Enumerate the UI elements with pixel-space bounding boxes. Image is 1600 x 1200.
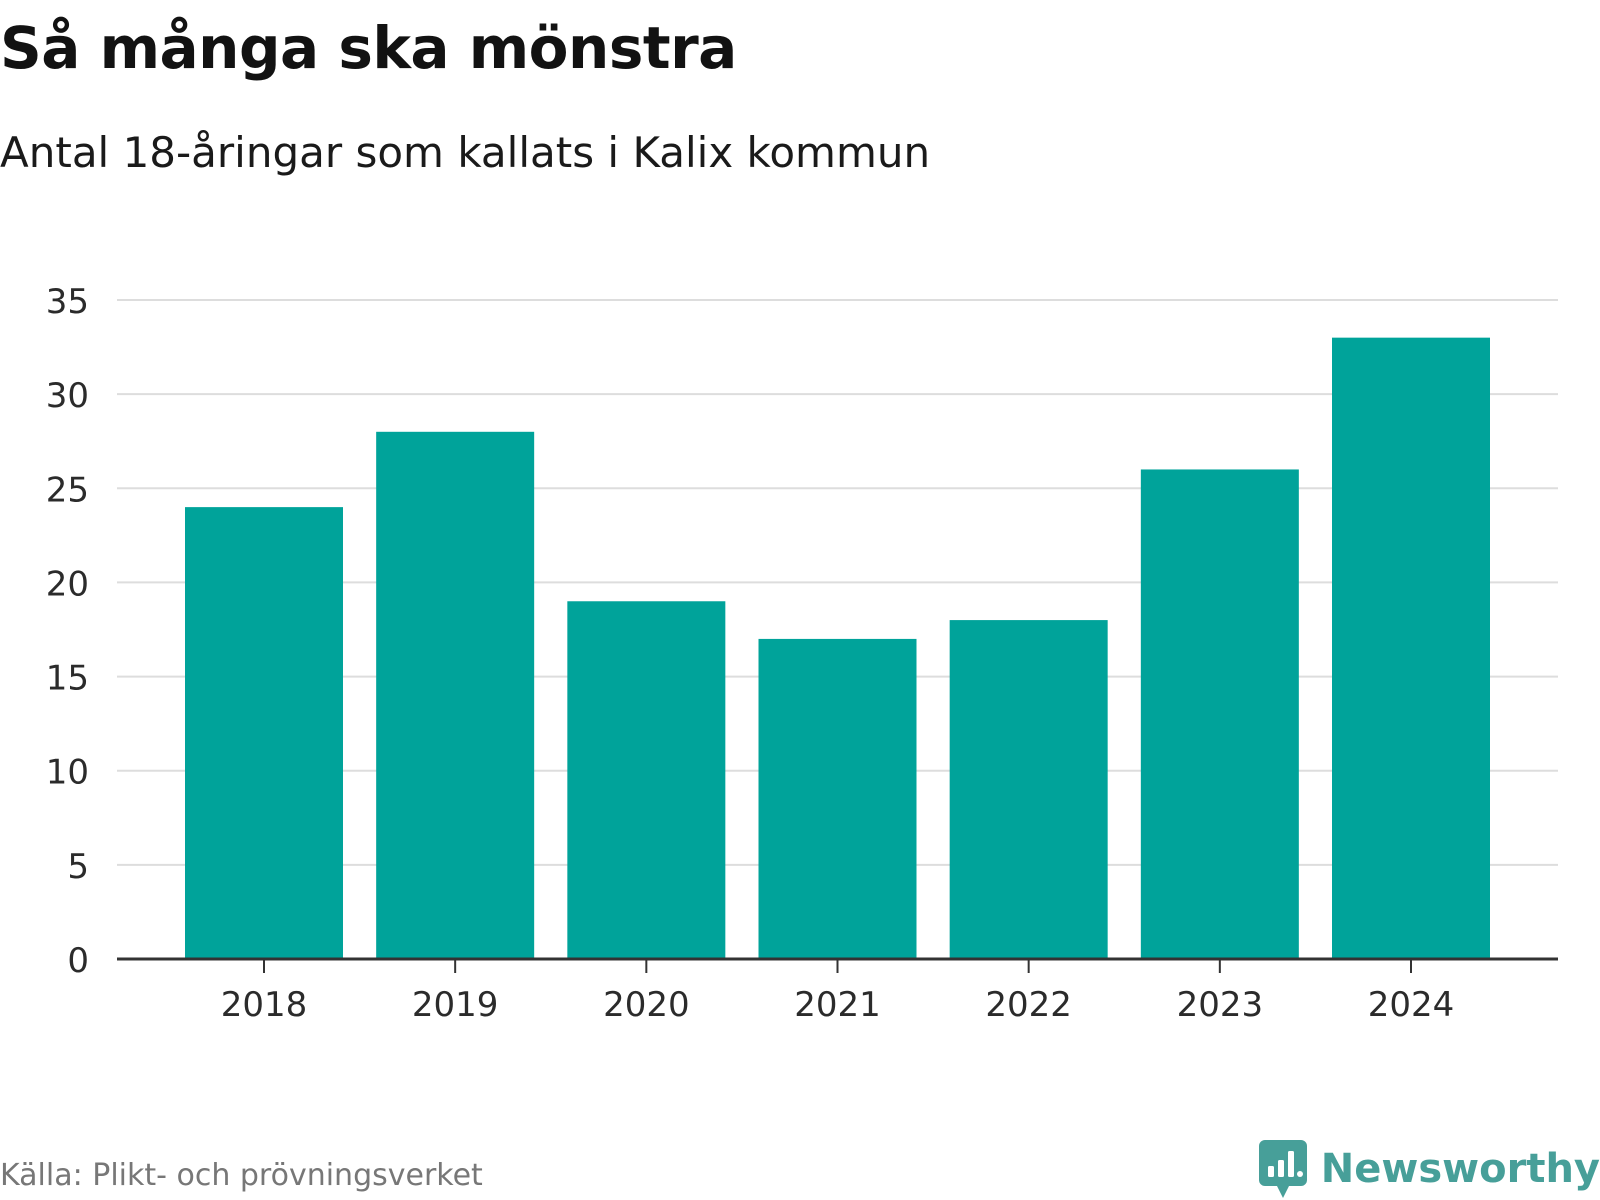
y-tick-label: 10: [46, 753, 89, 793]
x-tick-label: 2020: [603, 985, 690, 1025]
y-tick-label: 20: [46, 564, 89, 604]
x-tick-label: 2019: [412, 985, 499, 1025]
bar-2018: [185, 507, 343, 959]
bar-2024: [1332, 337, 1490, 960]
chart-title: Så många ska mönstra: [0, 14, 737, 82]
y-tick-label: 0: [67, 941, 89, 981]
bar-2023: [1140, 469, 1299, 959]
bar-2021: [758, 638, 917, 959]
bar-2022: [949, 620, 1108, 959]
source-note: Källa: Plikt- och prövningsverket: [0, 1158, 483, 1193]
x-tick-label: 2024: [1368, 985, 1455, 1025]
y-tick-label: 30: [46, 376, 89, 416]
bar-2020: [567, 601, 726, 959]
x-tick-label: 2018: [221, 985, 308, 1025]
y-tick-label: 15: [46, 659, 89, 699]
x-tick-label: 2023: [1177, 985, 1264, 1025]
bar-2019: [376, 431, 535, 959]
y-tick-label: 35: [46, 282, 89, 322]
x-tick-label: 2022: [985, 985, 1072, 1025]
brand-logo: Newsworthy: [1258, 1140, 1600, 1198]
newsworthy-logo-icon: [1258, 1140, 1307, 1198]
x-tick-label: 2021: [794, 985, 881, 1025]
brand-name: Newsworthy: [1320, 1146, 1600, 1192]
chart-subtitle: Antal 18-åringar som kallats i Kalix kom…: [0, 128, 931, 177]
y-tick-label: 25: [46, 470, 89, 510]
y-tick-label: 5: [67, 847, 89, 887]
bars: [185, 337, 1490, 960]
axes: 0 5 10 15 20 25 30 35 2018 2019 2020 2021 2022 2023 20…: [46, 282, 1558, 1025]
